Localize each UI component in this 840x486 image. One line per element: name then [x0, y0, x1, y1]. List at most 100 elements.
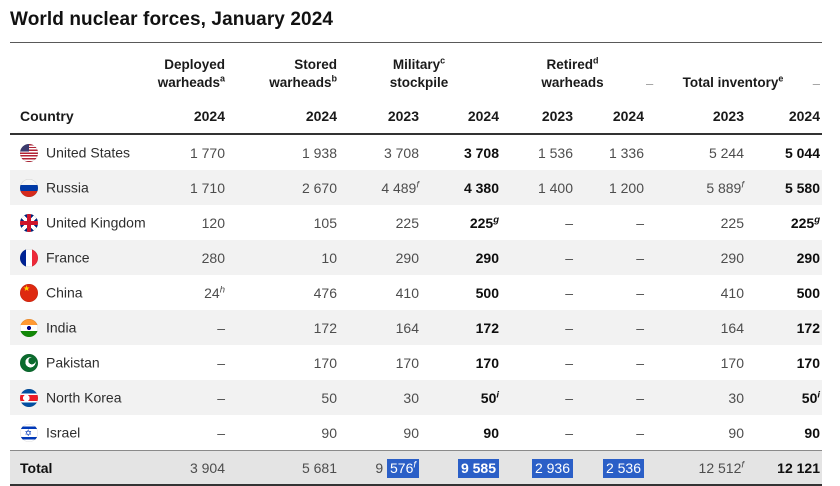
year-header-row: Country 2024 2024 2023 2024 2023 2024 20…	[10, 108, 822, 135]
value-cell: 90	[804, 424, 820, 441]
country-cell: France	[10, 240, 155, 275]
value-cell: 225g	[469, 214, 499, 231]
title-divider	[10, 42, 822, 43]
country-cell: China	[10, 275, 155, 310]
group-header-spacer	[10, 56, 155, 108]
value-cell: 1 336	[608, 144, 644, 161]
col-header-total-inventory: – Total inventorye –	[646, 73, 820, 91]
value-cell: 225	[720, 214, 744, 231]
value-cell: 24h	[204, 284, 225, 301]
nuclear-forces-table: Deployed warheadsa Stored warheadsb Mili…	[10, 56, 822, 486]
value-cell: –	[565, 284, 573, 301]
country-cell: United Kingdom	[10, 205, 155, 240]
value-cell: 1 536	[537, 144, 573, 161]
selected-text-highlight: 2 936	[531, 458, 573, 478]
year-header: 2024	[193, 108, 225, 125]
col-header-retired-warheads: Retiredd warheads	[541, 55, 604, 91]
total-value-cell: 9 585	[421, 451, 501, 486]
value-cell: 3 708	[463, 144, 499, 161]
col-header-deployed-warheads: Deployed warheadsa	[157, 57, 225, 91]
value-cell: 4 380	[463, 179, 499, 196]
country-name: United Kingdom	[46, 214, 146, 231]
country-name: North Korea	[46, 389, 122, 406]
table-row: Israel – 90 90 90 – – 90 90	[10, 415, 822, 451]
value-cell: –	[636, 214, 644, 231]
value-cell: 30	[403, 389, 419, 406]
total-value-cell: 3 904	[189, 459, 225, 476]
value-cell: 225g	[790, 214, 820, 231]
col-header-military-stockpile: Militaryc stockpile	[389, 55, 449, 91]
value-cell: 5 244	[708, 144, 744, 161]
in-flag-icon	[20, 319, 38, 338]
value-cell: 4 489f	[381, 179, 419, 196]
value-cell: 172	[796, 319, 820, 336]
value-cell: 290	[796, 249, 820, 266]
value-cell: 170	[395, 354, 419, 371]
value-cell: 5 044	[784, 144, 820, 161]
header-dash-right: –	[812, 75, 820, 91]
table-row: China 24h 476 410 500 – – 410 500	[10, 275, 822, 310]
value-cell: –	[217, 424, 225, 441]
table-row: India – 172 164 172 – – 164 172	[10, 310, 822, 346]
year-header: 2024	[467, 108, 499, 125]
value-cell: –	[565, 354, 573, 371]
value-cell: 170	[313, 354, 337, 371]
kp-flag-icon	[20, 389, 38, 408]
us-flag-icon	[20, 144, 38, 163]
group-header-row: Deployed warheadsa Stored warheadsb Mili…	[10, 56, 822, 108]
ru-flag-icon	[20, 179, 38, 198]
selected-text-highlight: 2 536	[602, 458, 644, 478]
table-row: United States 1 770 1 938 3 708 3 708 1 536 1 …	[10, 134, 822, 170]
value-cell: 1 200	[608, 179, 644, 196]
value-cell: 290	[720, 249, 744, 266]
value-cell: 172	[313, 319, 337, 336]
value-cell: 50	[321, 389, 337, 406]
header-dash-left: –	[646, 75, 654, 91]
country-name: Russia	[46, 179, 89, 196]
year-header: 2023	[387, 108, 419, 125]
country-cell: Israel	[10, 415, 155, 451]
value-cell: 500	[796, 284, 820, 301]
value-cell: –	[636, 249, 644, 266]
country-column-header: Country	[20, 108, 74, 125]
value-cell: 90	[483, 424, 499, 441]
value-cell: 3 708	[383, 144, 419, 161]
value-cell: 164	[395, 319, 419, 336]
value-cell: 5 889f	[706, 179, 744, 196]
country-name: United States	[46, 144, 131, 161]
value-cell: –	[565, 249, 573, 266]
year-header: 2024	[788, 108, 820, 125]
gb-flag-icon	[20, 214, 38, 233]
country-cell: Pakistan	[10, 345, 155, 380]
selected-text-highlight: 576f	[387, 458, 419, 478]
value-cell: 10	[321, 249, 337, 266]
value-cell: 172	[475, 319, 499, 336]
country-name: China	[46, 284, 83, 301]
value-cell: 476	[313, 284, 337, 301]
country-cell: Russia	[10, 170, 155, 205]
value-cell: 1 938	[301, 144, 337, 161]
value-cell: 410	[395, 284, 419, 301]
table-row: France 280 10 290 290 – – 290 290	[10, 240, 822, 276]
country-cell: North Korea	[10, 380, 155, 415]
value-cell: 280	[201, 249, 225, 266]
table-row: North Korea – 50 30 50i – – 30 50i	[10, 380, 822, 416]
value-cell: 170	[796, 354, 820, 371]
value-cell: –	[636, 284, 644, 301]
total-value-cell: 2 536	[575, 451, 646, 486]
value-cell: –	[636, 319, 644, 336]
value-cell: 410	[720, 284, 744, 301]
value-cell: 30	[728, 389, 744, 406]
total-value-cell: 12 512f	[698, 459, 744, 476]
value-cell: 90	[321, 424, 337, 441]
value-cell: 120	[201, 214, 225, 231]
value-cell: 90	[403, 424, 419, 441]
value-cell: 164	[720, 319, 744, 336]
value-cell: 225	[395, 214, 419, 231]
value-cell: 500	[475, 284, 499, 301]
value-cell: 50i	[480, 389, 499, 406]
value-cell: 170	[475, 354, 499, 371]
value-cell: –	[217, 354, 225, 371]
value-cell: –	[636, 354, 644, 371]
